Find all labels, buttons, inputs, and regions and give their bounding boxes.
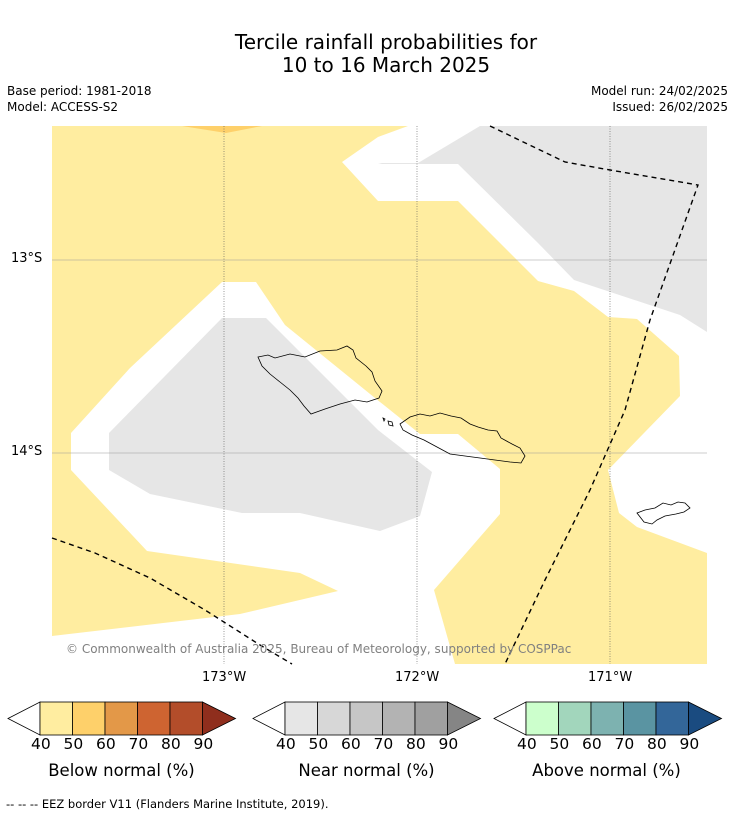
- colorbar-below-segment: [137, 701, 171, 736]
- base-period: Base period: 1981-2018: [7, 84, 152, 98]
- colorbar-below-tick: 50: [63, 735, 84, 753]
- chart-title: Tercile rainfall probabilities for 10 to…: [0, 31, 736, 77]
- colorbar-above-segment: [558, 701, 592, 736]
- lat-tick-14s: 14°S: [11, 444, 43, 459]
- colorbar-label-below: Below normal (%): [48, 761, 195, 780]
- eez-border-southwest: [51, 537, 293, 665]
- colorbar-label-above: Above normal (%): [532, 761, 681, 780]
- colorbar-above-under-arrow: [493, 701, 527, 736]
- colorbar-below-segment: [72, 701, 106, 736]
- colorbar-near-segment: [284, 701, 318, 736]
- colorbar-above-over-arrow: [688, 701, 723, 736]
- colorbar-above-tick: 40: [517, 735, 537, 753]
- colorbar-below-tick: 90: [193, 735, 214, 753]
- colorbar-near-tick: 70: [373, 735, 394, 753]
- colorbar-below-tick: 80: [161, 735, 181, 753]
- colorbar-below-segment: [169, 701, 203, 736]
- colorbar-near-segment: [317, 701, 351, 736]
- colorbar-below-segment: [104, 701, 138, 736]
- eez-border-east: [489, 125, 699, 665]
- colorbar-near-segment: [414, 701, 448, 736]
- colorbar-below-segment: [39, 701, 73, 736]
- islands: [257, 345, 691, 525]
- colorbar-above-tick: 80: [647, 735, 667, 753]
- colorbar-above-tick: 50: [549, 735, 570, 753]
- colorbar-near-tick: 90: [438, 735, 459, 753]
- colorbar-near-under-arrow: [252, 701, 286, 736]
- colorbar-above-tick: 70: [614, 735, 635, 753]
- colorbar-below-over-arrow: [202, 701, 237, 736]
- meta-right: Model run: 24/02/2025 Issued: 26/02/2025: [591, 83, 728, 115]
- colorbar-below-tick: 40: [31, 735, 51, 753]
- colorbar-above-segment: [623, 701, 657, 736]
- below-normal-high-region: [182, 126, 262, 133]
- lon-tick-171w: 171°W: [588, 670, 633, 685]
- map-area: [52, 126, 707, 664]
- colorbars: [7, 701, 723, 736]
- eez-footnote: -- -- -- EEZ border V11 (Flanders Marine…: [6, 797, 329, 811]
- graticule: [52, 126, 707, 664]
- meta-left: Base period: 1981-2018 Model: ACCESS-S2: [7, 83, 152, 115]
- model-name: Model: ACCESS-S2: [7, 100, 119, 114]
- below-normal-region: [52, 126, 707, 664]
- colorbar-near-over-arrow: [447, 701, 482, 736]
- lon-tick-173w: 173°W: [202, 670, 247, 685]
- colorbar-near-segment: [382, 701, 416, 736]
- manono-islet: [387, 420, 394, 427]
- colorbar-label-near: Near normal (%): [298, 761, 435, 780]
- colorbar-above-segment: [655, 701, 689, 736]
- colorbar-below-tick: 60: [96, 735, 116, 753]
- colorbar-near-tick: 60: [341, 735, 361, 753]
- issued-date: Issued: 26/02/2025: [612, 100, 728, 114]
- apolima-islet: [382, 417, 386, 423]
- near-normal-region-north: [378, 126, 707, 332]
- colorbar-above-segment: [590, 701, 624, 736]
- copyright-credit: © Commonwealth of Australia 2025, Bureau…: [66, 642, 572, 656]
- colorbar-above-tick: 90: [679, 735, 700, 753]
- title-line-2: 10 to 16 March 2025: [281, 53, 491, 77]
- colorbar-above-tick: 60: [582, 735, 602, 753]
- model-run: Model run: 24/02/2025: [590, 84, 728, 98]
- colorbar-near-tick: 50: [308, 735, 329, 753]
- colorbar-near-tick: 80: [406, 735, 426, 753]
- colorbar-below-tick: 70: [128, 735, 149, 753]
- near-normal-region-central: [109, 318, 432, 531]
- colorbar-above-segment: [525, 701, 559, 736]
- lat-tick-13s: 13°S: [11, 251, 43, 266]
- lon-tick-172w: 172°W: [395, 670, 440, 685]
- eez-borders: [51, 125, 699, 665]
- colorbar-near-segment: [349, 701, 383, 736]
- tutuila-island: [636, 501, 691, 525]
- savaii-island: [257, 345, 383, 415]
- colorbar-near-tick: 40: [276, 735, 296, 753]
- title-line-1: Tercile rainfall probabilities for: [234, 30, 538, 54]
- upolu-island: [399, 412, 526, 464]
- colorbar-below-under-arrow: [7, 701, 41, 736]
